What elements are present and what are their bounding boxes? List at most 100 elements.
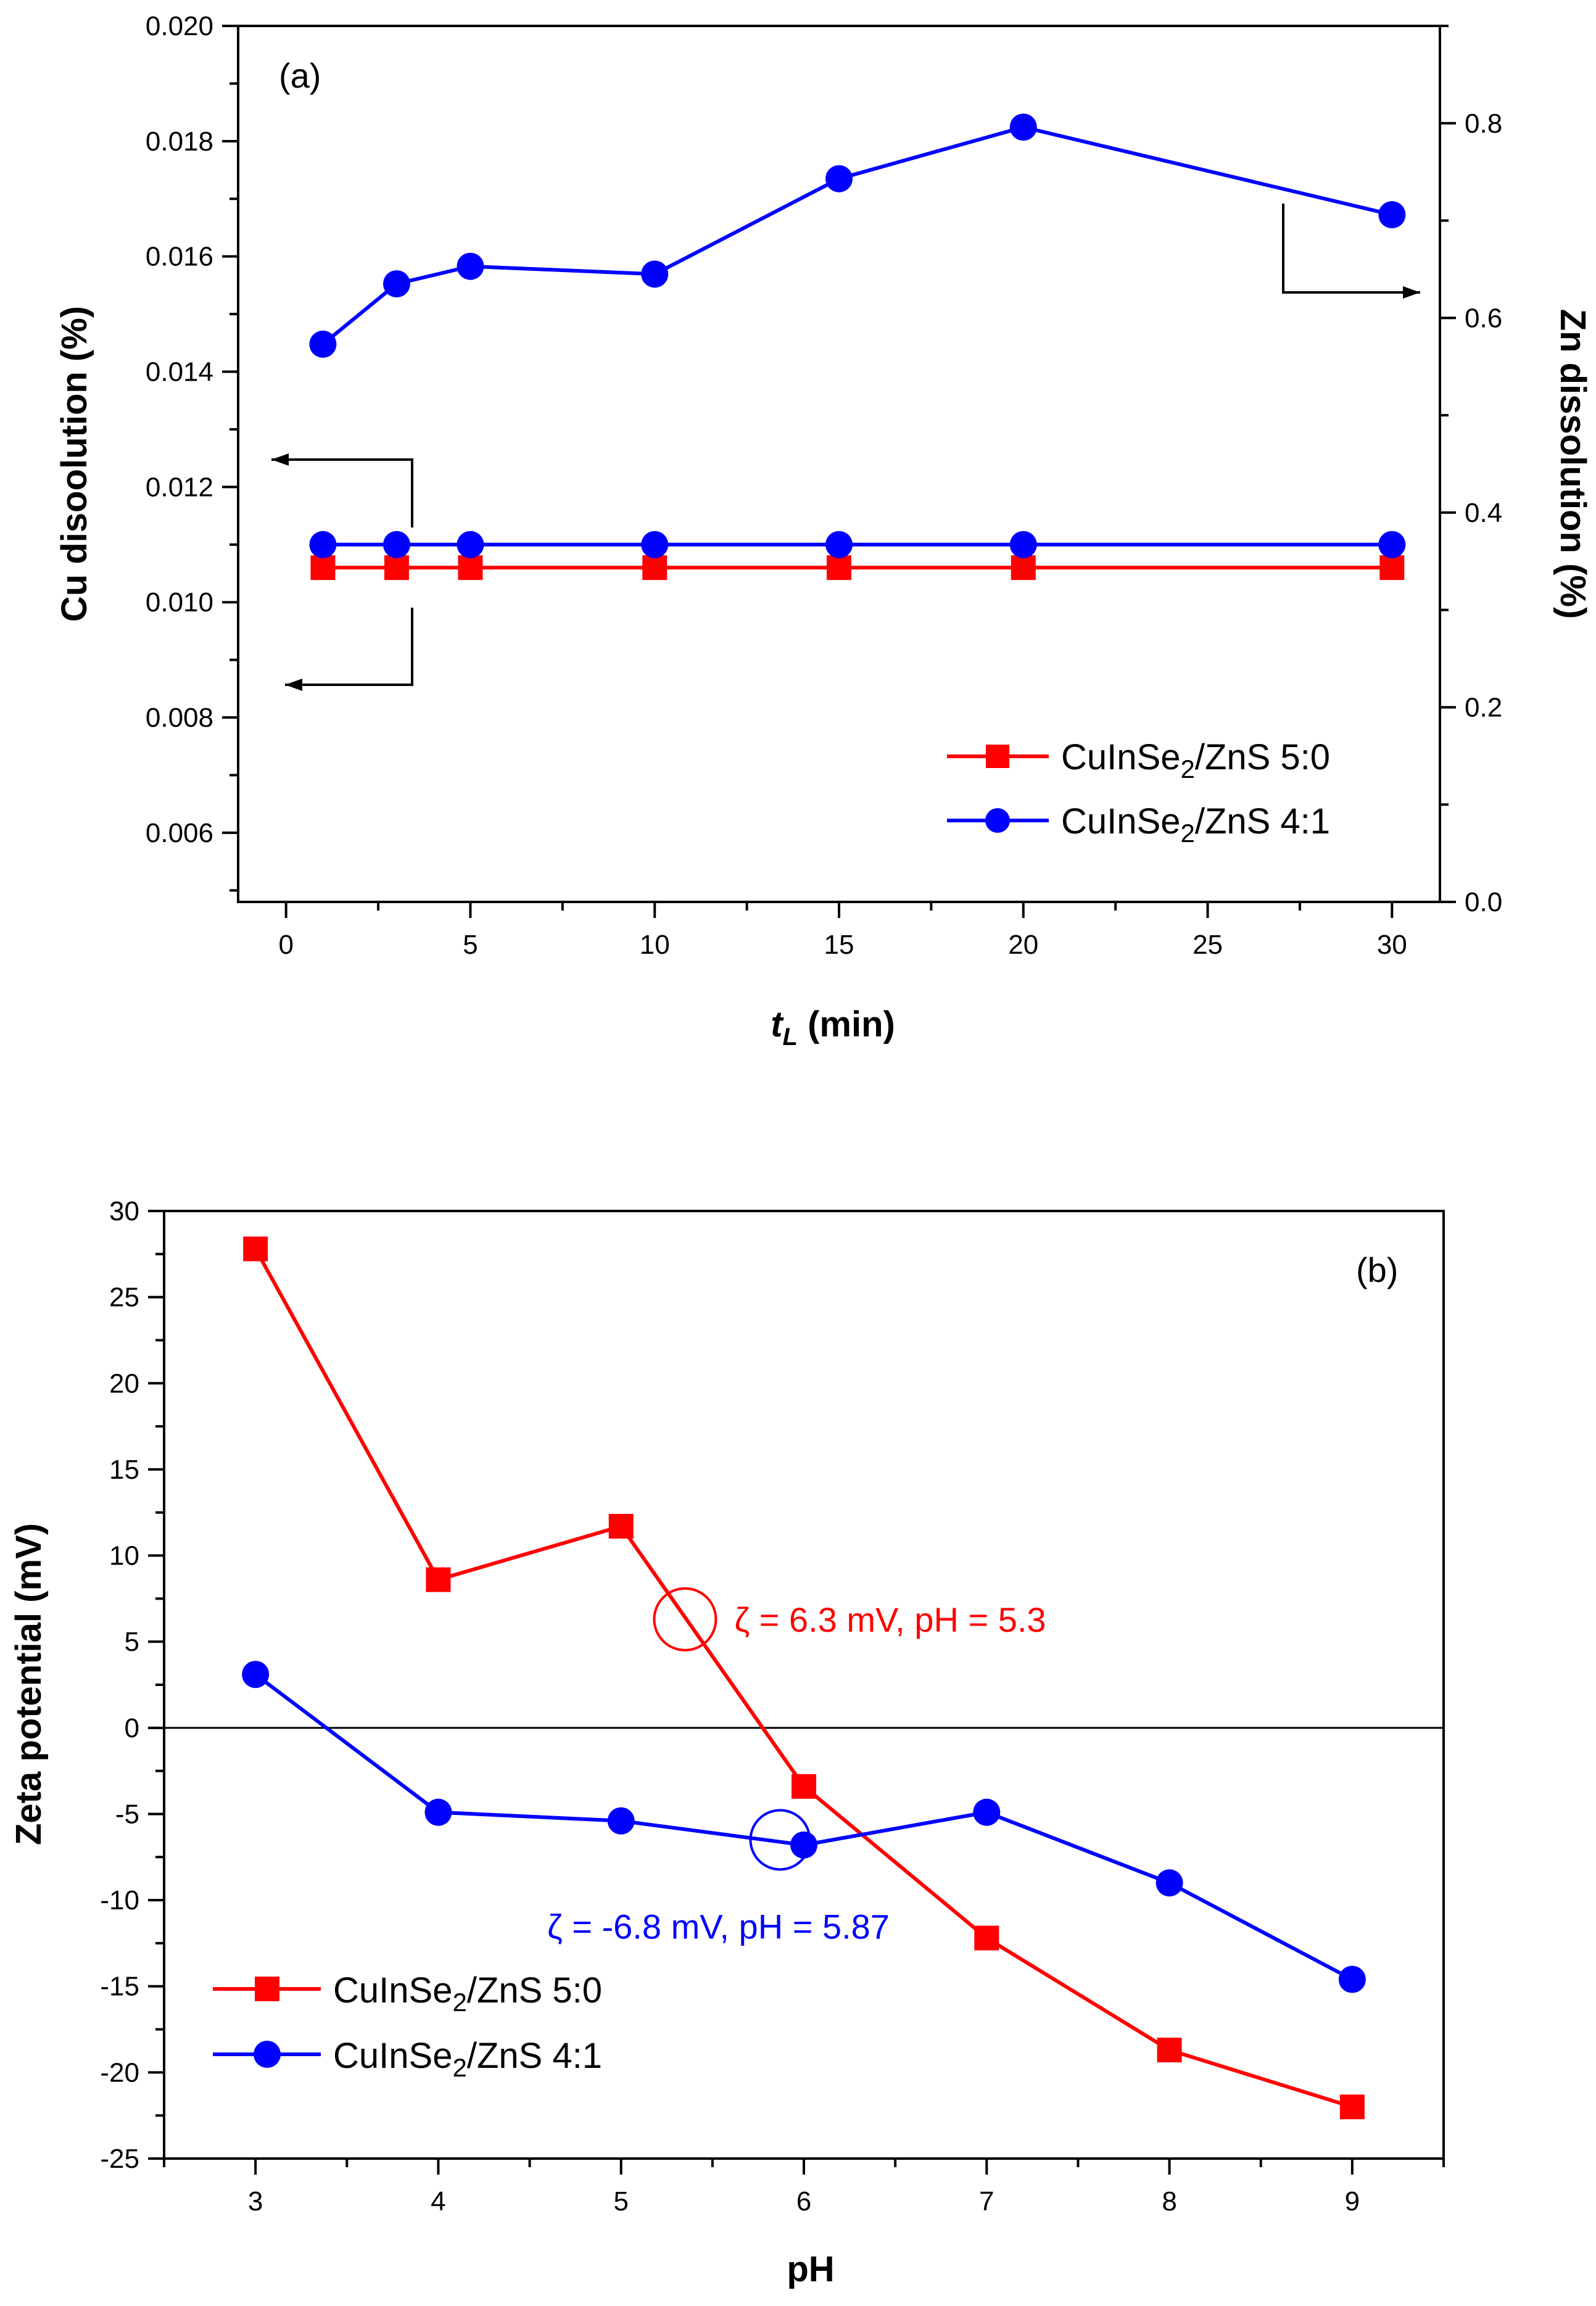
panel-a-series-1-point [1011, 555, 1036, 581]
panel-b-series-1-point [426, 1567, 451, 1592]
panel-b-x-tick-label: 3 [248, 2186, 263, 2217]
panel-a-left-arrow-lower [285, 608, 413, 686]
panel-b-series-1-point [243, 1236, 268, 1262]
panel-a-x-tick-label: 15 [824, 930, 854, 960]
panel-a-series-2-point [457, 531, 484, 558]
panel-a-series-2-point [641, 531, 669, 558]
panel-a-legend-entry-2: CuInSe2/ZnS 4:1 [947, 801, 1330, 848]
panel-b-series-1-point [1339, 2094, 1365, 2120]
panel-b-y-tick-label: -20 [100, 2057, 139, 2088]
panel-a-right-arrow [1282, 204, 1420, 294]
panel-a-label: (a) [279, 56, 321, 95]
panel-b-x-tick-label: 6 [796, 2186, 811, 2217]
panel-a-series-3-point [1378, 201, 1406, 229]
panel-a-y-left-tick-label: 0.006 [146, 818, 213, 848]
panel-a-series-3-point [641, 260, 669, 288]
legend-circle-marker [254, 2041, 281, 2068]
panel-a-series-3-point [309, 330, 337, 358]
panel-b-annotation-circle-blue [749, 1809, 811, 1871]
panel-a-x-tick-label: 10 [640, 930, 670, 960]
panel-b-y-tick-label: -10 [100, 1885, 139, 1915]
panel-a-series-3-point [382, 270, 410, 298]
panel-a-series-2-point [1009, 531, 1037, 558]
panel-b-y-tick-label: 5 [125, 1627, 139, 1657]
legend-circle-marker [985, 808, 1010, 833]
panel-a-series-3-line [321, 125, 1393, 346]
panel-b-x-title: pH [787, 2249, 834, 2289]
panel-a-y-left-tick-label: 0.010 [146, 587, 213, 618]
panel-a-legend: CuInSe2/ZnS 5:0 CuInSe2/ZnS 4:1 [947, 737, 1330, 848]
panel-a-series-2-point [382, 531, 410, 558]
panel-b-x-tick-label: 9 [1345, 2186, 1360, 2217]
panel-b-series-2-point [1156, 1869, 1183, 1897]
panel-a-legend-label-1: CuInSe2/ZnS 5:0 [1061, 737, 1330, 783]
panel-a-left-arrow-upper [271, 458, 413, 527]
panel-a-series-3-point [457, 252, 484, 280]
panel-a-series-2-point [309, 531, 337, 558]
panel-b-series-2-point [242, 1661, 270, 1688]
panel-a-x-tick-label: 0 [278, 930, 293, 960]
panel-a-axis-arrows [271, 204, 1420, 691]
panel-a-series-1-point [384, 555, 409, 581]
panel-a-y-right-tick-label: 0.8 [1465, 109, 1502, 139]
legend-square-marker [255, 1977, 279, 2001]
panel-a-y-left-title: Cu disoolution (%) [54, 306, 94, 622]
panel-a-x-tick-label: 30 [1377, 930, 1407, 960]
panel-a-legend-label-2: CuInSe2/ZnS 4:1 [1061, 801, 1330, 848]
panel-a-y-left-tick-label: 0.014 [146, 357, 213, 387]
panel-a-y-left-tick-label: 0.008 [146, 703, 213, 733]
panel-b-legend: CuInSe2/ZnS 5:0 CuInSe2/ZnS 4:1 [213, 1970, 602, 2082]
panel-a-legend-entry-1: CuInSe2/ZnS 5:0 [947, 737, 1330, 783]
panel-b-y-tick-label: -15 [100, 1972, 139, 2002]
panel-a-left-arrow-upper-head [271, 453, 289, 466]
panel-a-series-1-point [1379, 555, 1405, 581]
panel-a-y-right-tick-label: 0.6 [1465, 303, 1502, 333]
panel-a-series-1-point [458, 555, 483, 581]
panel-b-legend-entry-2: CuInSe2/ZnS 4:1 [213, 2036, 602, 2082]
panel-a-x-tick-label: 25 [1193, 930, 1223, 960]
panel-b-series-2-point [424, 1798, 452, 1826]
panel-a-series-1-point [642, 555, 668, 581]
panel-b-series-1-point [974, 1925, 999, 1951]
panel-b-annotation-circle-red [653, 1587, 717, 1651]
panel-b-series-2-point [607, 1807, 635, 1835]
panel-b-legend-label-2: CuInSe2/ZnS 4:1 [333, 2036, 602, 2082]
panel-a-y-left-tick-label: 0.018 [146, 126, 213, 157]
panel-b-legend-label-1: CuInSe2/ZnS 5:0 [333, 1970, 602, 2017]
panel-a-chart: (a) Cu disoolution (%) Zn dissolution (%… [54, 11, 1593, 1051]
panel-a-series-2-point [825, 531, 853, 558]
panel-b-x-tick-label: 7 [979, 2186, 994, 2217]
panel-b-y-tick-label: 25 [109, 1283, 139, 1313]
panel-b-series-1-point [608, 1514, 634, 1539]
panel-b-annotation-text-red: ζ = 6.3 mV, pH = 5.3 [734, 1600, 1046, 1639]
panel-b-series-2-point [1338, 1965, 1366, 1993]
panel-b-chart: (b) Zeta potential (mV) pH CuInSe2/ZnS 5… [9, 1196, 1445, 2289]
panel-a-y-right-tick-label: 0.4 [1465, 498, 1502, 528]
panel-b-annotation-text-blue: ζ = -6.8 mV, pH = 5.87 [547, 1907, 890, 1946]
panel-b-x-tick-label: 5 [613, 2186, 628, 2217]
panel-a-series-1-point [310, 555, 336, 581]
panel-a-x-tick-label: 20 [1008, 930, 1038, 960]
panel-a-y-right-tick-label: 0.0 [1465, 887, 1502, 917]
panel-b-label: (b) [1356, 1250, 1398, 1289]
panel-b-legend-entry-1: CuInSe2/ZnS 5:0 [213, 1970, 602, 2017]
panel-a-y-right-tick-label: 0.2 [1465, 692, 1502, 722]
panel-a-series-1-point [827, 555, 851, 581]
panel-a-series-2-point [1378, 531, 1406, 558]
panel-a-series-3-point [825, 165, 853, 192]
panel-b-y-tick-label: 30 [109, 1196, 139, 1226]
panel-b-frame [163, 1210, 1445, 2160]
panel-a-y-right-title: Zn dissolution (%) [1553, 309, 1593, 619]
panel-b-y-tick-label: -25 [100, 2144, 139, 2174]
panel-b-y-tick-label: 0 [125, 1713, 139, 1743]
panel-a-right-arrow-head [1403, 286, 1420, 299]
panel-a-y-left-tick-label: 0.016 [146, 242, 213, 272]
panel-b-x-tick-label: 8 [1162, 2186, 1176, 2217]
panel-a-x-tick-label: 5 [463, 930, 478, 960]
panel-b-x-tick-label: 4 [431, 2186, 445, 2217]
legend-square-marker [986, 745, 1009, 768]
panel-a-left-arrow-lower-head [285, 679, 302, 691]
panel-a-y-left-tick-label: 0.012 [146, 472, 213, 502]
panel-b-series-1-point [1157, 2038, 1182, 2063]
